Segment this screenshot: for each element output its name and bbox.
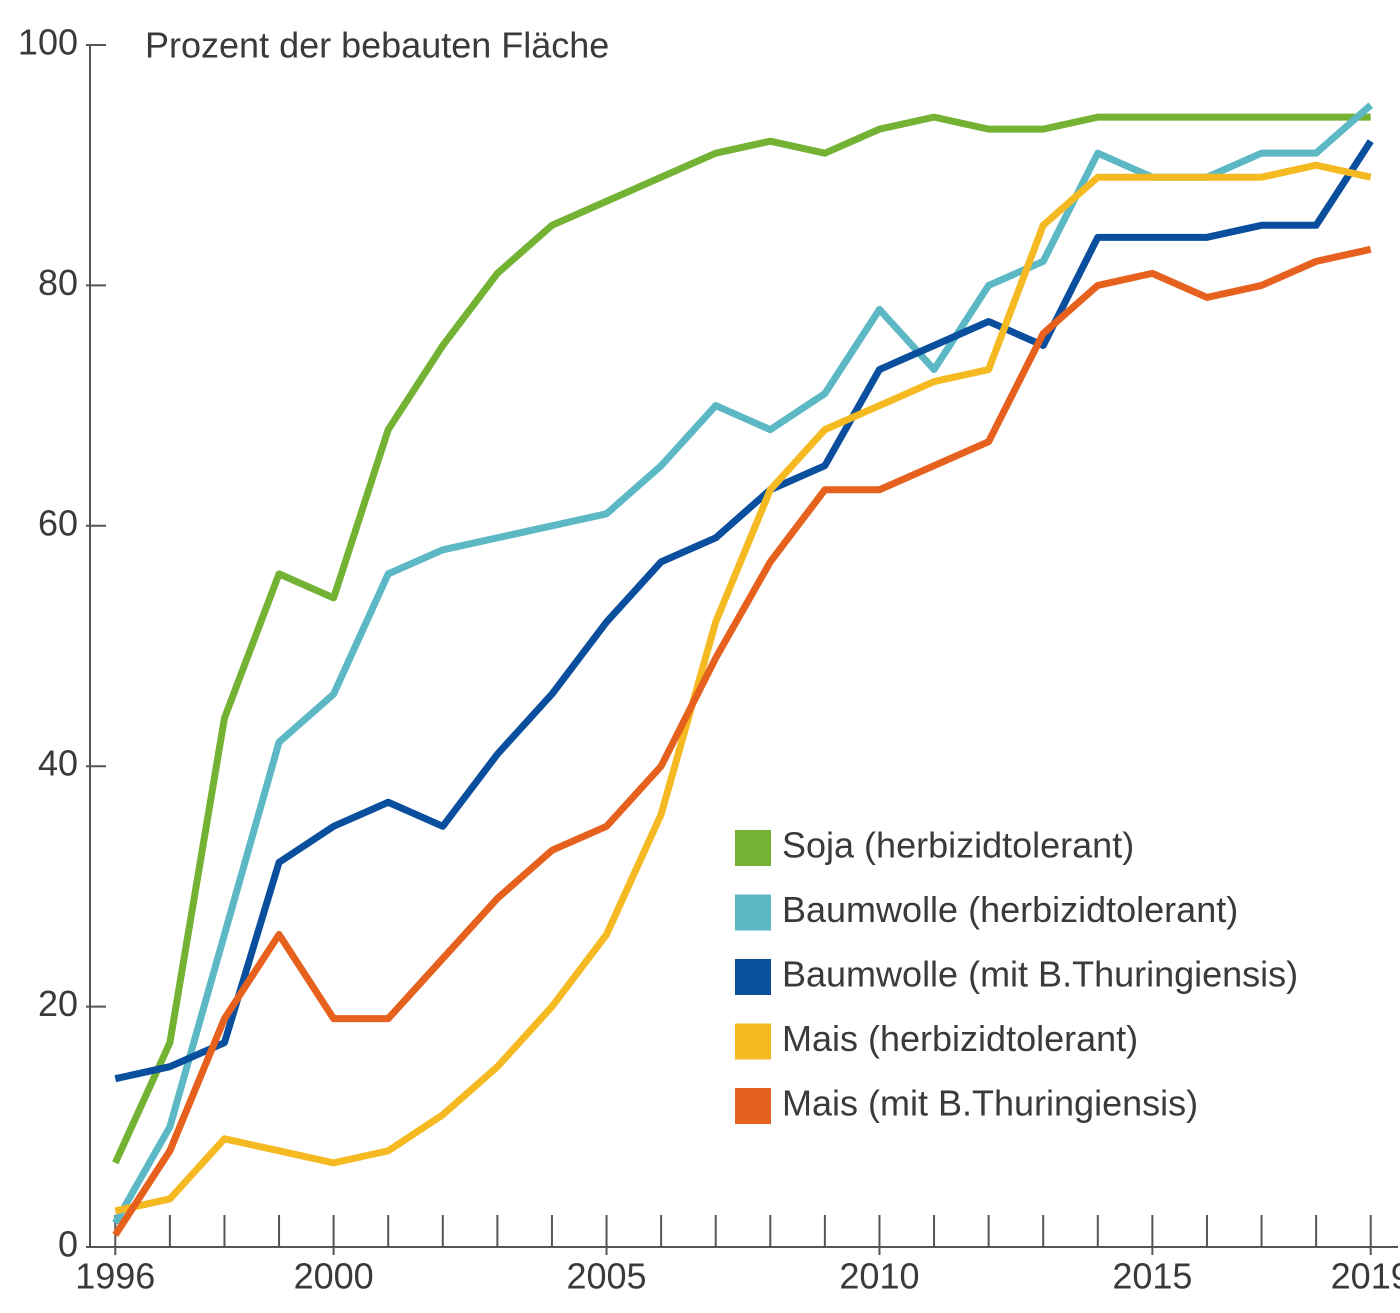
legend-swatch [735,1088,771,1124]
y-axis-label: Prozent der bebauten Fläche [145,25,609,66]
legend-label: Mais (mit B.Thuringiensis) [782,1083,1198,1124]
y-tick-label: 0 [58,1224,78,1265]
legend-label: Baumwolle (mit B.Thuringiensis) [782,954,1298,995]
legend-swatch [735,894,771,931]
legend-label: Soja (herbizidtolerant) [782,825,1134,866]
y-tick-label: 80 [38,262,78,303]
legend-swatch [735,1023,771,1060]
series-line [112,113,1371,1165]
series-line [114,161,1372,1215]
x-tick-label: 1996 [75,1256,155,1297]
x-tick-label: 2000 [294,1256,374,1297]
series-line [112,245,1372,1237]
y-tick-label: 20 [38,983,78,1024]
legend-label: Mais (herbizidtolerant) [782,1018,1138,1059]
x-tick-label: 2015 [1112,1256,1192,1297]
y-tick-label: 60 [38,502,78,543]
x-tick-label: 2005 [566,1256,646,1297]
legend-swatch [735,830,771,866]
x-tick-label: 2010 [839,1256,919,1297]
legend-label: Baumwolle (herbizidtolerant) [782,889,1238,930]
series-line [114,139,1374,1083]
x-tick-label: 2019 [1331,1256,1400,1297]
y-tick-label: 40 [38,743,78,784]
legend-swatch [735,959,771,995]
y-tick-label: 100 [18,22,78,63]
